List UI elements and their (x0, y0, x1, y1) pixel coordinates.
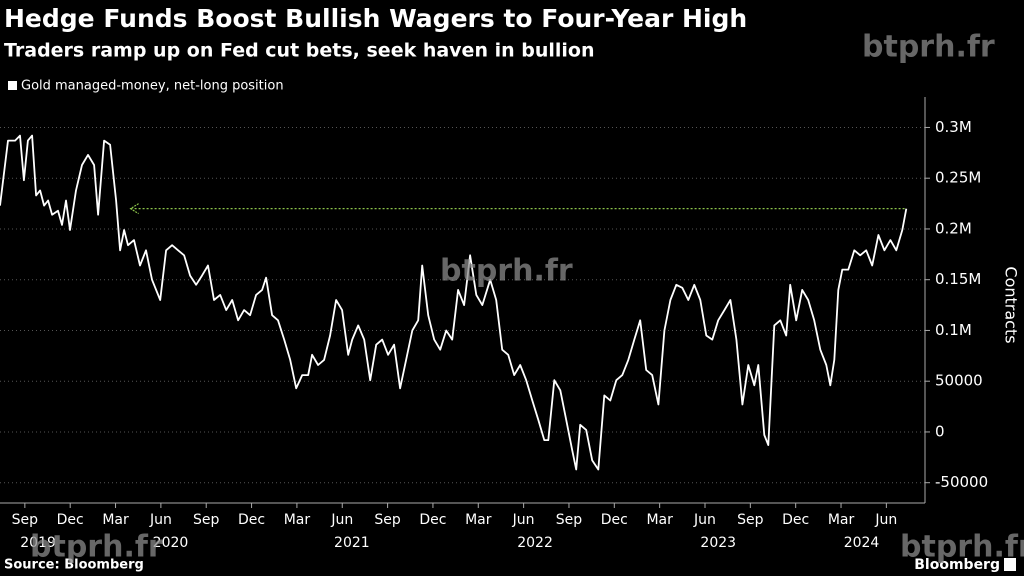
year-label: 2020 (153, 535, 189, 551)
x-tick-label: Dec (601, 512, 628, 528)
reference-arrow (129, 203, 139, 215)
x-tick-label: Jun (330, 512, 353, 528)
year-label: 2021 (334, 535, 370, 551)
legend-swatch (8, 81, 17, 90)
x-tick-label: Dec (238, 512, 265, 528)
x-tick-label: Sep (556, 512, 583, 528)
source: Source: Bloomberg (4, 558, 144, 573)
y-tick-label: 0.3M (935, 118, 972, 136)
watermark: btprh.fr (440, 254, 573, 289)
brand-icon (1004, 558, 1016, 571)
x-tick-label: Mar (828, 512, 855, 528)
brand: Bloomberg (914, 557, 1000, 573)
year-label: 2019 (20, 535, 56, 551)
chart-subtitle: Traders ramp up on Fed cut bets, seek ha… (4, 40, 594, 62)
x-tick-label: Sep (374, 512, 401, 528)
year-label: 2023 (700, 535, 736, 551)
year-label: 2024 (844, 535, 880, 551)
series-line (0, 134, 908, 471)
y-tick-label: 0.25M (935, 169, 981, 187)
x-tick-label: Dec (419, 512, 446, 528)
x-tick-label: Jun (874, 512, 897, 528)
watermark: btprh.fr (30, 530, 163, 565)
chart-title: Hedge Funds Boost Bullish Wagers to Four… (4, 4, 747, 33)
y-tick-label: 0.2M (935, 219, 972, 237)
y-tick-label: -50000 (935, 473, 988, 491)
y-tick-label: 0.15M (935, 270, 981, 288)
legend-label: Gold managed-money, net-long position (21, 79, 284, 94)
y-tick-label: 50000 (935, 372, 983, 390)
watermark: btprh.fr (900, 530, 1024, 565)
y-tick-label: 0 (935, 422, 945, 440)
x-tick-label: Dec (57, 512, 84, 528)
year-label: 2022 (517, 535, 553, 551)
x-tick-label: Mar (102, 512, 129, 528)
x-tick-label: Mar (284, 512, 311, 528)
x-tick-label: Sep (12, 512, 39, 528)
y-axis-label: Contracts (1002, 266, 1021, 343)
x-tick-label: Mar (465, 512, 492, 528)
x-tick-label: Jun (512, 512, 535, 528)
x-tick-label: Mar (646, 512, 673, 528)
x-tick-label: Sep (737, 512, 764, 528)
x-tick-label: Jun (693, 512, 716, 528)
x-tick-label: Sep (193, 512, 220, 528)
x-tick-label: Dec (782, 512, 809, 528)
y-tick-label: 0.1M (935, 321, 972, 339)
x-tick-label: Jun (149, 512, 172, 528)
watermark: btprh.fr (862, 30, 995, 65)
